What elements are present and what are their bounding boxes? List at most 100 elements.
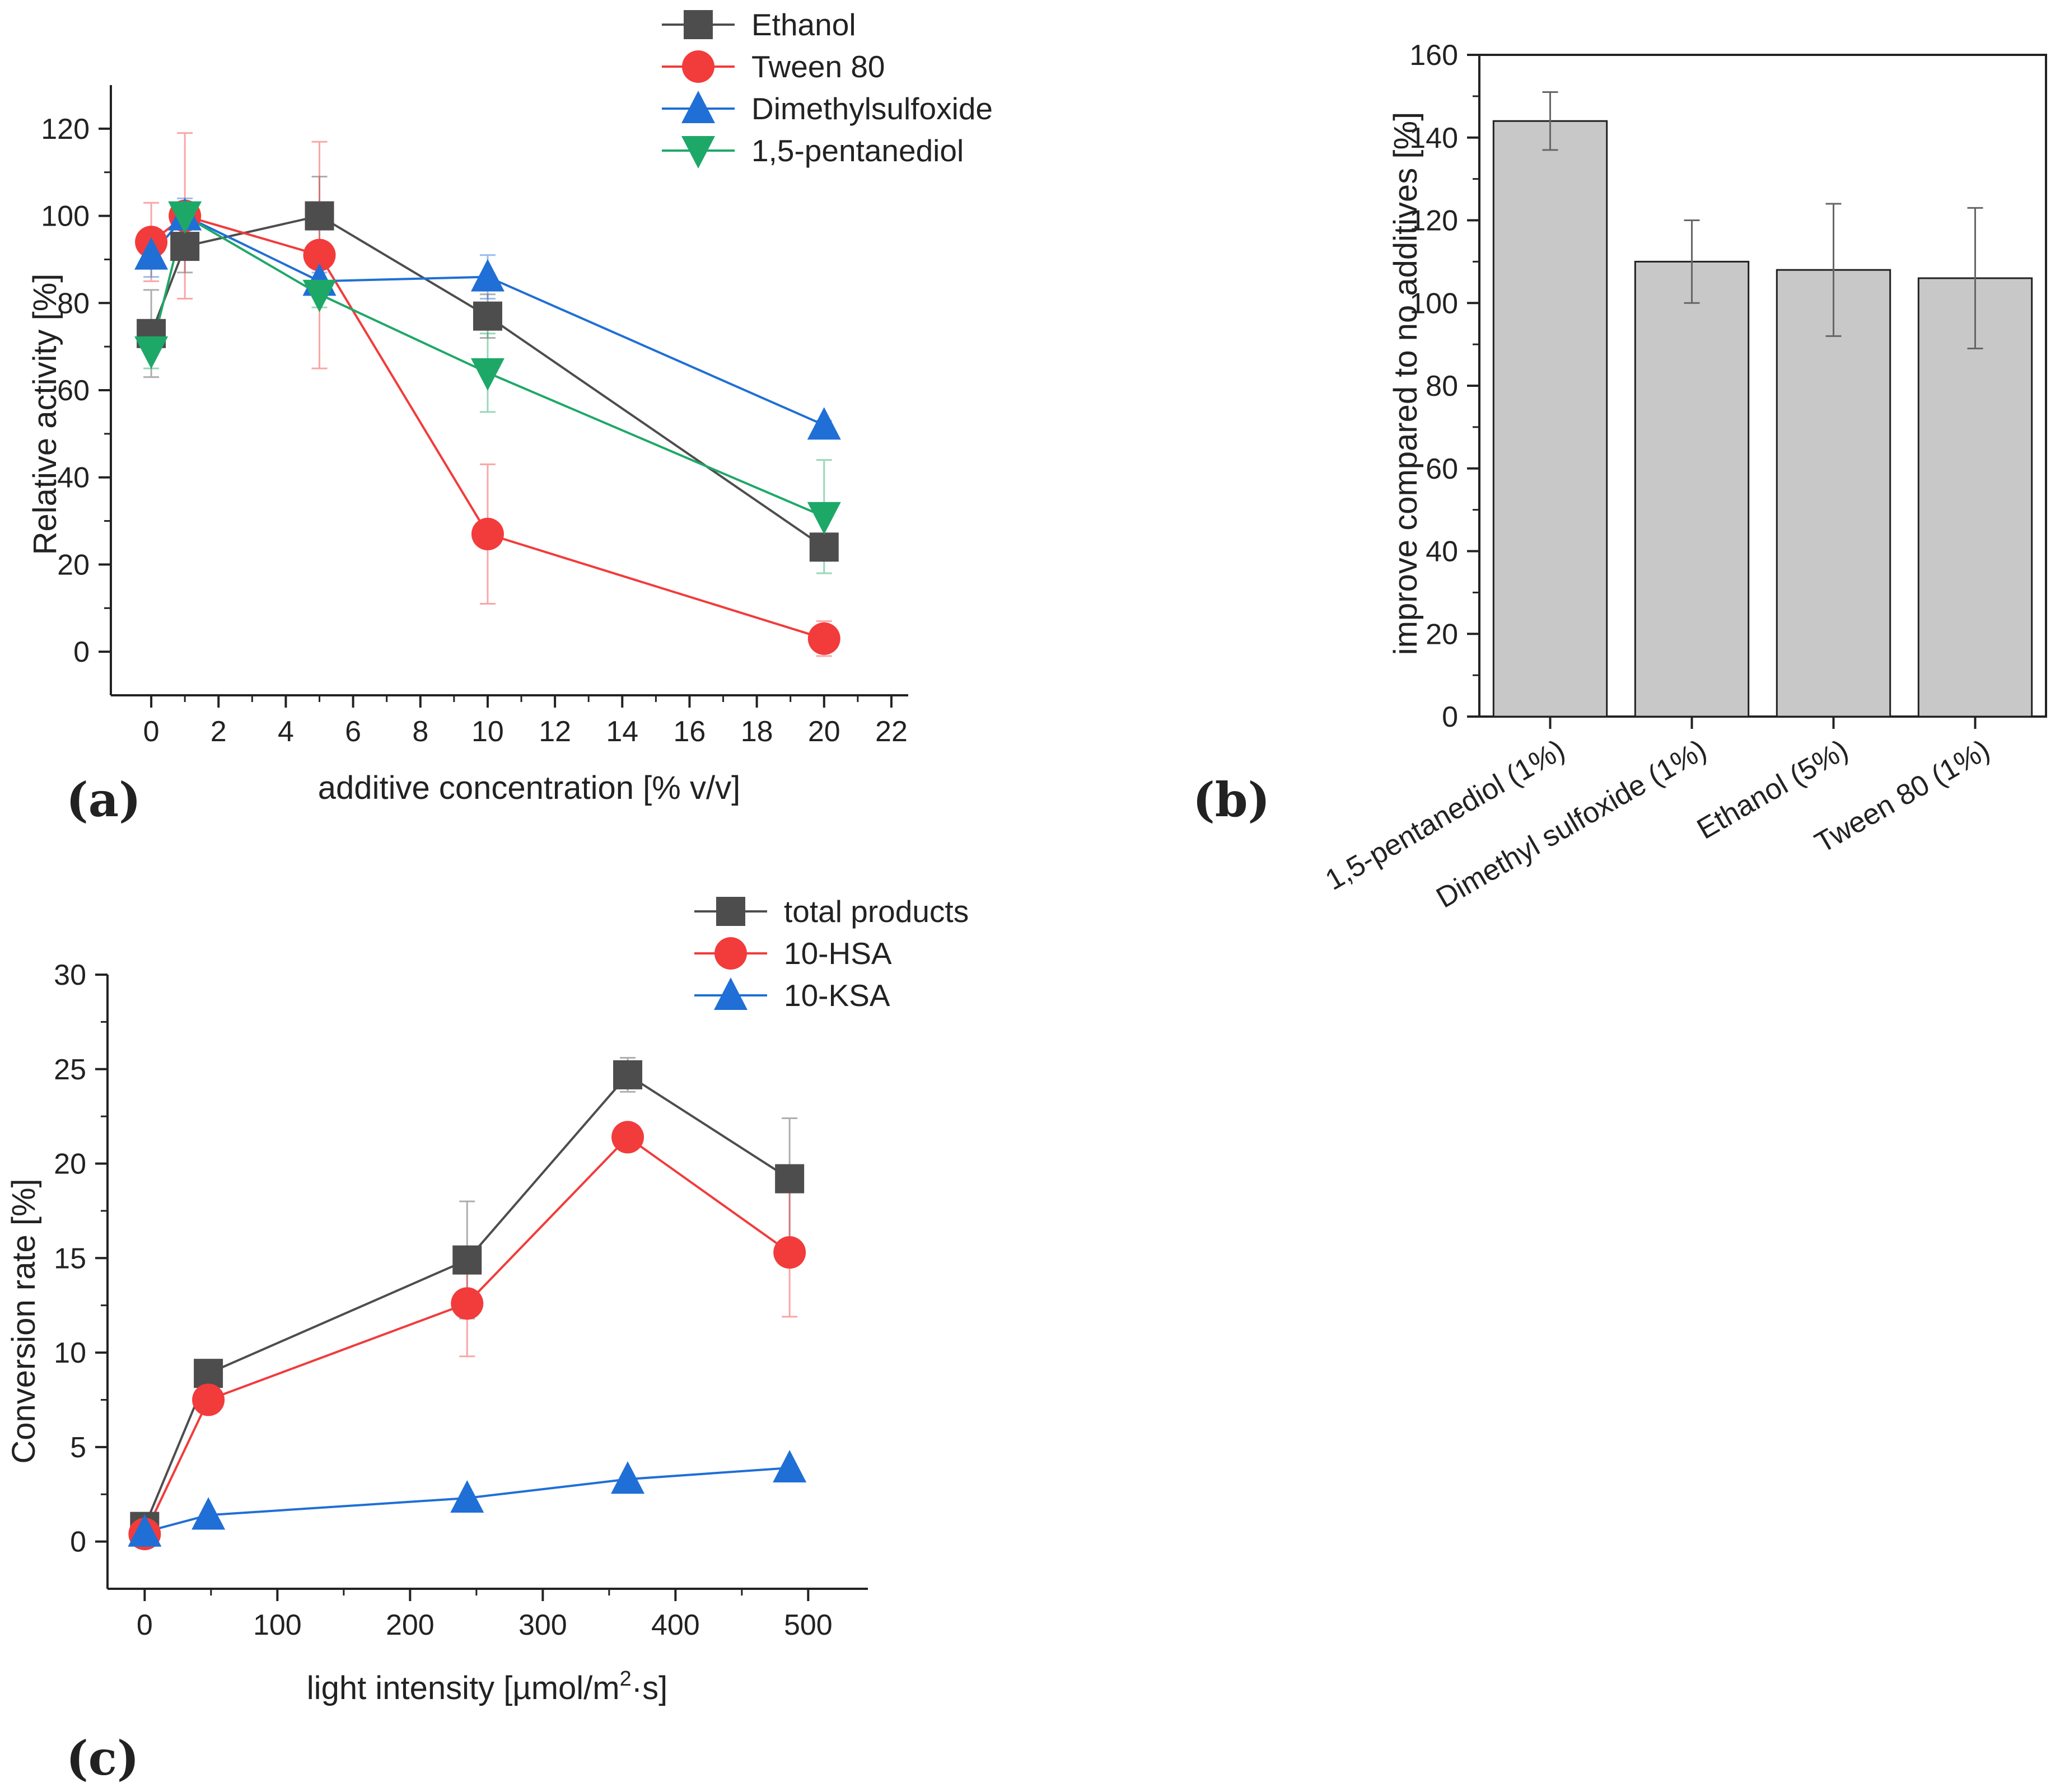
panel-a-data-point bbox=[473, 301, 502, 331]
panel-c-tag: (c) bbox=[66, 1730, 139, 1786]
panel-a-data-point bbox=[134, 336, 169, 369]
panel-c-data-point bbox=[613, 1060, 643, 1089]
panel-c-y-tick-label: 0 bbox=[70, 1526, 86, 1559]
panel-c-x-axis-title: light intensity [µmol/m2·s] bbox=[307, 1667, 667, 1706]
panel-a-x-tick-label: 0 bbox=[143, 715, 160, 748]
panel-a-legend-label: Dimethylsulfoxide bbox=[751, 91, 993, 126]
panel-a-y-axis-title: Relative activity [%] bbox=[27, 274, 63, 555]
panel-c-x-tick-label: 400 bbox=[651, 1609, 700, 1641]
panel-b-error-bar bbox=[1967, 207, 1983, 350]
panel-c-data-point bbox=[773, 1449, 807, 1482]
panel-c-x-tick-label: 300 bbox=[518, 1609, 567, 1641]
panel-c-x-tick-label: 100 bbox=[253, 1609, 302, 1641]
panel-c-legend-marker bbox=[716, 897, 745, 926]
panel-b-category-label: 1,5-pentanediol (1%) bbox=[1320, 733, 1570, 897]
panel-c-y-tick-label: 20 bbox=[54, 1148, 86, 1181]
panel-c-data-point bbox=[611, 1461, 645, 1494]
panel-a-x-tick-label: 12 bbox=[539, 715, 571, 748]
panel-c-data-point bbox=[128, 1514, 162, 1547]
panel-a-x-tick-label: 16 bbox=[674, 715, 706, 748]
panel-c-y-axis-title: Conversion rate [%] bbox=[6, 1178, 42, 1463]
panel-a-x-tick-label: 4 bbox=[278, 715, 294, 748]
panel-c-data-point bbox=[192, 1383, 225, 1416]
panel-a-x-axis-title: additive concentration [% v/v] bbox=[318, 770, 740, 806]
panel-c-data-point bbox=[451, 1287, 484, 1320]
panel-a-y-tick-label: 20 bbox=[57, 549, 90, 581]
panel-a-y-tick-label: 60 bbox=[57, 375, 90, 407]
panel-c-y-tick-label: 30 bbox=[54, 959, 86, 991]
panel-b-y-tick-label: 40 bbox=[1426, 536, 1458, 568]
panel-b-y-axis-title: improve compared to no additives [%] bbox=[1388, 112, 1424, 655]
panel-a-data-point bbox=[303, 238, 336, 272]
panel-a-data-point bbox=[134, 237, 169, 270]
panel-c-x-axis-title-end: ·s] bbox=[632, 1670, 667, 1706]
panel-a-legend-marker bbox=[682, 50, 714, 83]
panel-c-x-tick-label: 200 bbox=[386, 1609, 435, 1641]
panel-b-bar bbox=[1492, 120, 1608, 718]
panel-c-data-point bbox=[775, 1164, 805, 1194]
panel-c-data-point bbox=[194, 1359, 223, 1388]
panel-b-y-tick-label: 0 bbox=[1442, 701, 1458, 733]
panel-a-data-point bbox=[170, 232, 200, 261]
panel-a-y-tick-label: 80 bbox=[57, 287, 90, 320]
panel-c-data-point bbox=[450, 1480, 484, 1513]
panel-b-category-label: Dimethyl sulfoxide (1%) bbox=[1431, 733, 1712, 914]
panel-a-x-tick-label: 14 bbox=[606, 715, 638, 748]
panel-c-y-tick-label: 5 bbox=[70, 1431, 86, 1464]
panel-b-y-tick-label: 120 bbox=[1409, 205, 1458, 237]
panel-a-x-tick-label: 18 bbox=[741, 715, 773, 748]
panel-a-x-tick-label: 2 bbox=[211, 715, 227, 748]
panel-a-y-tick-label: 120 bbox=[41, 113, 90, 146]
panel-b-error-bar bbox=[1684, 219, 1700, 304]
panel-a-data-point bbox=[471, 517, 504, 550]
panel-c-line-chart: 0 100 200 300 400 500 0 5 10 15 20 25 30 total produ… bbox=[6, 894, 969, 1786]
panel-a-legend-label: Tween 80 bbox=[751, 49, 885, 84]
panel-c-y-tick-label: 15 bbox=[54, 1242, 86, 1275]
panel-a-y-tick-label: 0 bbox=[73, 636, 90, 668]
panel-c-x-tick-label: 0 bbox=[137, 1609, 153, 1641]
panel-b-y-tick-label: 80 bbox=[1426, 370, 1458, 403]
panel-b-y-tick-label: 140 bbox=[1409, 122, 1458, 155]
panel-a-tag: (a) bbox=[66, 772, 141, 827]
panel-a-y-tick-label: 40 bbox=[57, 462, 90, 494]
panel-a-line-chart: 0 2 4 6 8 10 12 14 16 18 20 22 0 20 40 60 80 100 120 Ethan… bbox=[27, 7, 993, 827]
panel-a-y-tick-label: 100 bbox=[41, 200, 90, 233]
panel-a-legend: Ethanol Tween 80 Dimethylsulfoxide 1,5-pent… bbox=[662, 7, 993, 169]
panel-c-data-point bbox=[191, 1497, 226, 1530]
panel-a-legend-marker bbox=[681, 136, 715, 169]
panel-a-x-tick-label: 10 bbox=[471, 715, 504, 748]
panel-a-data-point bbox=[302, 279, 337, 312]
panel-a-data-point bbox=[470, 358, 505, 391]
panel-b-error-bar bbox=[1825, 203, 1842, 337]
panel-a-x-tick-label: 6 bbox=[345, 715, 361, 748]
panel-b-bar bbox=[1634, 260, 1750, 718]
panel-a-legend-marker bbox=[681, 91, 715, 123]
panel-b-error-bar bbox=[1542, 91, 1558, 151]
panel-a-x-tick-label: 20 bbox=[808, 715, 840, 748]
panel-c-y-tick-label: 25 bbox=[54, 1054, 86, 1086]
panel-a-data-point bbox=[809, 532, 839, 562]
panel-a-data-point bbox=[168, 201, 202, 234]
panel-a-data-point bbox=[807, 407, 841, 440]
panel-c-x-axis-title-main: light intensity [µmol/m bbox=[307, 1670, 620, 1706]
panel-c-legend-marker bbox=[714, 937, 747, 970]
panel-a-x-tick-label: 8 bbox=[412, 715, 428, 748]
panel-c-x-axis-title-sup: 2 bbox=[620, 1667, 632, 1691]
panel-c-legend-label: 10-HSA bbox=[784, 936, 892, 971]
panel-c-legend-marker bbox=[714, 977, 748, 1010]
panel-c-data-point bbox=[452, 1245, 482, 1275]
panel-c-data-point bbox=[773, 1236, 806, 1269]
panel-a-data-point bbox=[807, 622, 840, 655]
panel-a-legend-label: 1,5-pentanediol bbox=[751, 133, 964, 168]
panel-a-data-point bbox=[470, 259, 505, 292]
panel-b-y-tick-label: 60 bbox=[1426, 453, 1458, 485]
panel-a-legend-label: Ethanol bbox=[751, 7, 856, 42]
panel-c-x-tick-label: 500 bbox=[784, 1609, 833, 1641]
panel-a-data-point bbox=[305, 201, 334, 231]
panel-b-bar bbox=[1917, 277, 2033, 718]
panel-c-legend-label: total products bbox=[784, 894, 969, 929]
panel-a-x-tick-label: 22 bbox=[875, 715, 908, 748]
panel-b-bar-chart: 0 20 40 60 80 100 120 140 160 1,5-pentanediol (1%… bbox=[1193, 39, 2047, 914]
panel-c-legend-label: 10-KSA bbox=[784, 978, 890, 1013]
